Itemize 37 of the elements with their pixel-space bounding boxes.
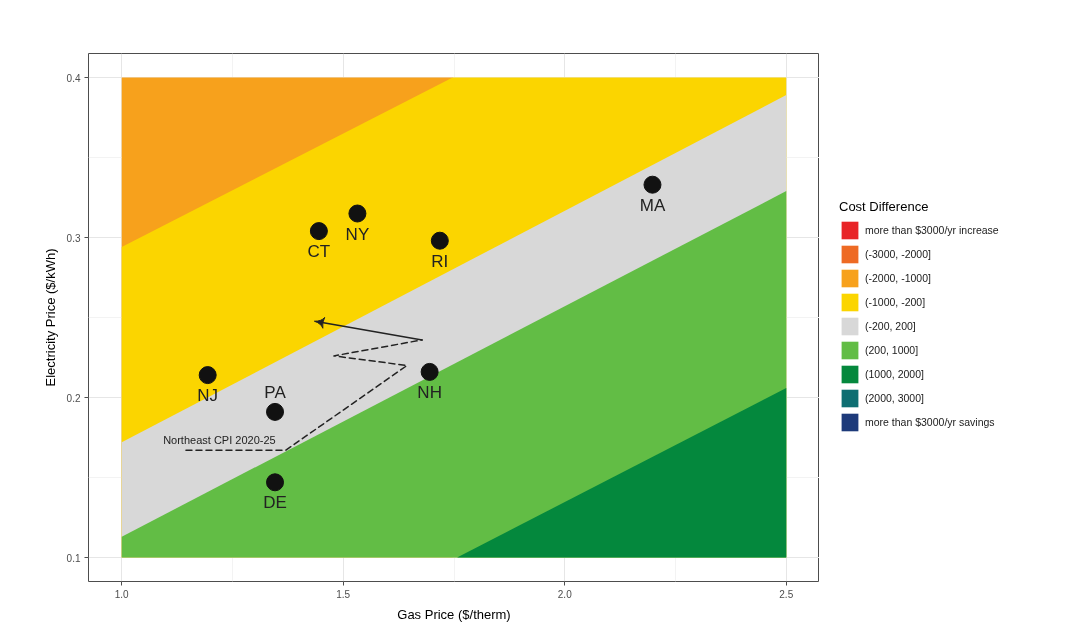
y-tick-label: 0.2	[66, 392, 81, 404]
point	[266, 402, 285, 421]
annotation: NH	[417, 382, 442, 402]
point	[198, 366, 217, 385]
legend-label: (-3000, -2000]	[865, 247, 931, 262]
legend-label: (1000, 2000]	[865, 367, 924, 382]
annotation: MA	[639, 195, 666, 215]
point	[430, 231, 449, 250]
annotation: RI	[431, 251, 449, 271]
y-tick-label: 0.4	[66, 72, 81, 84]
point	[420, 362, 439, 381]
legend-label: (-200, 200]	[865, 319, 916, 334]
legend-label: more than $3000/yr savings	[865, 415, 995, 430]
legend-label: (200, 1000]	[865, 343, 919, 358]
y-axis-title: Electricity Price ($/kWh)	[42, 248, 58, 387]
series-label: Northeast CPI 2020-25	[163, 434, 276, 447]
legend-label: (-2000, -1000]	[865, 271, 931, 286]
point	[348, 204, 367, 223]
annotation: DE	[263, 493, 287, 513]
legend-label: more than $3000/yr increase	[865, 223, 999, 238]
y-tick-label: 0.1	[66, 552, 81, 564]
x-tick-label: 2.0	[557, 588, 573, 600]
annotation: CT	[307, 242, 331, 262]
point	[309, 222, 328, 241]
x-tick-label: 1.5	[336, 588, 351, 600]
legend-label: (2000, 3000]	[865, 391, 924, 406]
y-tick-label: 0.3	[66, 232, 81, 244]
x-tick-label: 2.5	[779, 588, 794, 600]
point	[313, 316, 326, 329]
legend-title: Cost Difference	[839, 199, 930, 214]
point	[643, 175, 662, 194]
annotation: PA	[264, 382, 287, 402]
x-axis-title: Gas Price ($/therm)	[397, 606, 511, 622]
legend-label: (-1000, -200]	[865, 295, 926, 310]
point	[266, 473, 285, 492]
annotation: NY	[345, 224, 370, 244]
x-tick-label: 1.0	[114, 588, 130, 600]
